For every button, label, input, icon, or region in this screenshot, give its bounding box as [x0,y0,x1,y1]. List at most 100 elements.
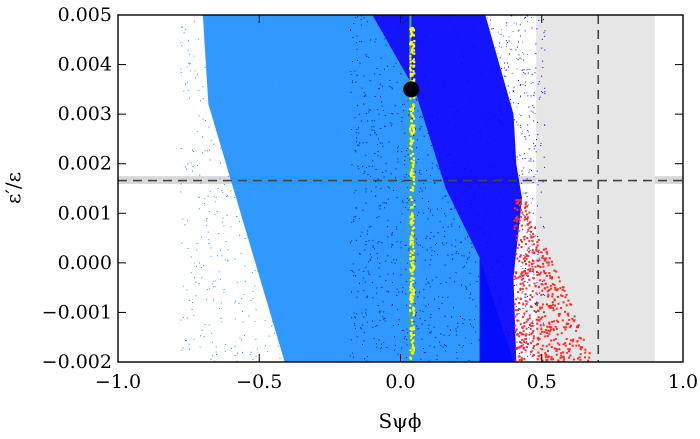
yellow-point [411,322,414,325]
scatter-point [376,217,378,219]
scatter-point [523,218,526,221]
scatter-point [469,284,471,286]
scatter-point [418,327,420,329]
scatter-point [554,325,557,328]
yellow-point [410,219,413,222]
yellow-point [409,97,412,100]
scatter-point [392,273,394,275]
scatter-point [393,259,395,261]
scatter-point [535,249,538,252]
scatter-point [519,24,521,26]
scatter-point [504,75,505,77]
scatter-point [534,262,536,264]
scatter-point [514,359,517,362]
y-tick-label: 0.002 [58,153,112,175]
scatter-point [219,278,221,280]
scatter-point [530,230,532,233]
scatter-point [426,170,427,171]
scatter-point [526,15,528,17]
scatter-point [519,222,521,224]
y-tick-label: 0.003 [58,103,112,125]
scatter-point [537,134,539,136]
scatter-point [512,90,514,92]
yellow-point [411,327,414,330]
scatter-point [499,34,501,35]
scatter-point [220,138,222,140]
scatter-point [185,166,187,168]
scatter-point [241,310,243,312]
scatter-point [546,331,549,334]
scatter-point [530,332,533,335]
yellow-point [410,334,413,337]
yellow-point [409,238,412,241]
scatter-point [404,338,406,340]
scatter-point [429,174,431,176]
scatter-point [526,232,528,234]
scatter-point [421,189,423,190]
scatter-point [523,342,525,343]
scatter-point [464,265,465,267]
scatter-point [544,93,546,95]
scatter-point [540,251,543,254]
yellow-point [411,227,414,230]
scatter-point [471,325,473,327]
scatter-point [542,280,543,282]
yellow-point [411,264,414,267]
scatter-point [536,343,539,345]
scatter-point [368,274,370,275]
scatter-point [408,247,410,249]
scatter-point [536,271,538,273]
scatter-point [439,221,441,223]
scatter-point [421,323,423,325]
scatter-point [505,40,507,42]
scatter-point [415,312,417,314]
scatter-point [541,38,543,40]
scatter-point [521,170,523,172]
scatter-point [492,28,494,29]
scatter-point [216,353,217,355]
scatter-point [507,85,509,87]
scatter-point [244,238,246,239]
yellow-point [412,157,416,160]
scatter-point [550,306,552,309]
scatter-point [387,273,389,275]
scatter-point [383,341,385,343]
scatter-point [546,286,549,289]
scatter-point [472,327,474,329]
scatter-point [505,25,507,27]
scatter-point [374,120,376,122]
scatter-point [437,337,439,339]
scatter-point [384,125,386,127]
scatter-point [391,246,392,248]
scatter-point [520,351,523,354]
scatter-point [558,280,561,283]
scatter-point [515,348,518,350]
scatter-point [430,138,431,140]
scatter-point [520,359,523,362]
scatter-point [234,197,236,198]
scatter-point [357,165,359,167]
scatter-point [531,251,534,254]
scatter-point [240,68,242,70]
scatter-point [446,242,448,244]
scatter-point [541,283,544,286]
yellow-point [410,124,413,127]
scatter-point [552,309,555,312]
scatter-point [353,192,355,194]
scatter-point [560,294,563,297]
scatter-point [442,226,444,228]
scatter-point [543,225,544,227]
scatter-point [471,203,473,205]
scatter-point [569,354,572,357]
scatter-point [577,324,580,327]
scatter-point [368,165,370,167]
scatter-point [555,307,558,310]
scatter-point [537,205,538,207]
scatter-point [543,227,545,229]
scatter-point [527,282,529,283]
scatter-point [522,277,524,280]
scatter-point [478,329,480,331]
scatter-point [462,51,464,53]
scatter-point [349,355,351,357]
scatter-point [196,74,198,76]
